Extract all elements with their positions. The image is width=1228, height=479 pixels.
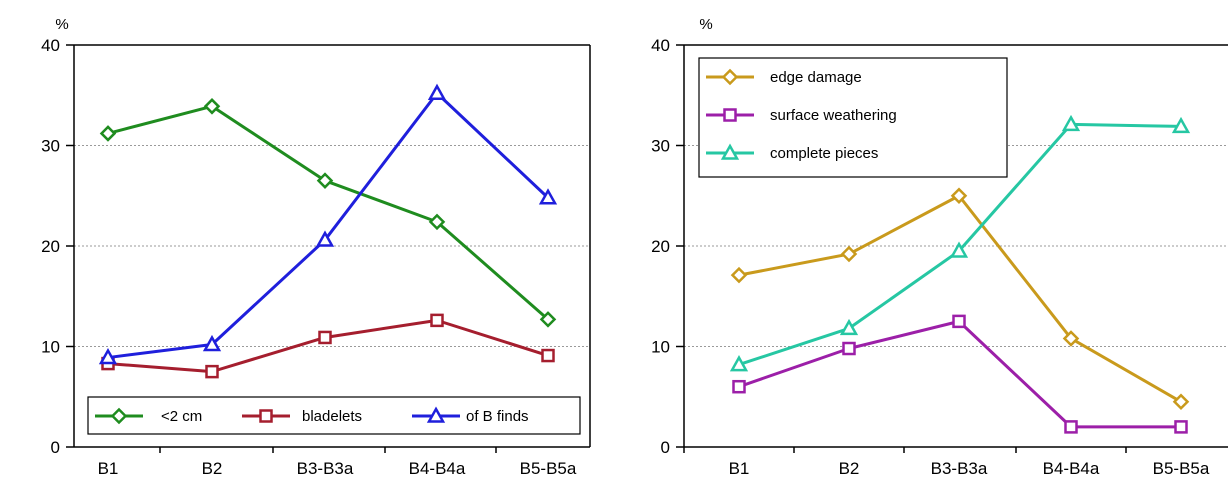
data-point <box>202 334 222 352</box>
legend-entry: surface weathering <box>706 107 897 124</box>
legend-marker <box>110 407 128 425</box>
y-tick-label: 0 <box>661 438 670 457</box>
data-point <box>952 314 966 329</box>
y-tick-label: 0 <box>51 438 60 457</box>
chart-2: 0 10 20 30 40 B1 B2 B3-B3a B4-B4a B5-B5a% edge dam… <box>651 16 1228 478</box>
y-tick-label: 40 <box>41 36 60 55</box>
data-point <box>732 379 746 394</box>
data-point <box>842 341 856 356</box>
y-tick-label: 30 <box>41 137 60 156</box>
data-point <box>729 355 749 372</box>
legend-label: edge damage <box>770 69 862 86</box>
x-tick-label: B4-B4a <box>1043 459 1100 478</box>
legend-entry: complete pieces <box>706 143 878 162</box>
data-point <box>541 348 555 363</box>
data-point <box>428 213 446 231</box>
legend-label: <2 cm <box>161 408 202 425</box>
y-tick-label: 40 <box>651 36 670 55</box>
y-tick-label: 20 <box>41 237 60 256</box>
series-2-cm <box>99 98 557 328</box>
series-line <box>107 91 550 360</box>
x-tick-label: B2 <box>202 459 223 478</box>
series-edge-damage <box>730 187 1190 411</box>
y-tick-label: 20 <box>651 237 670 256</box>
y-tick-label: 10 <box>41 338 60 357</box>
data-point <box>1172 393 1190 411</box>
legend-entry: bladelets <box>242 408 362 425</box>
series-line <box>738 194 1182 404</box>
data-point <box>205 364 219 379</box>
data-point <box>427 83 447 100</box>
legend-label: complete pieces <box>770 145 878 162</box>
series-complete-pieces <box>729 114 1191 372</box>
data-point <box>203 98 221 115</box>
legend-label: bladelets <box>302 408 362 425</box>
data-point <box>840 245 858 263</box>
series-bladelets <box>101 313 555 379</box>
series-line <box>107 104 549 321</box>
data-point <box>318 330 332 345</box>
legend-marker <box>259 409 273 423</box>
x-tick-label: B1 <box>729 459 750 478</box>
x-tick-label: B2 <box>839 459 860 478</box>
data-point <box>839 318 859 336</box>
data-point <box>538 188 558 205</box>
y-axis-label: % <box>699 16 712 33</box>
legend-entry: edge damage <box>706 68 862 86</box>
y-tick-label: 30 <box>651 137 670 156</box>
legend-marker <box>721 68 739 86</box>
legend-entry: of B finds <box>412 406 529 425</box>
legend-marker <box>426 406 446 423</box>
legend-marker <box>723 108 737 122</box>
data-point <box>1061 114 1081 132</box>
data-point <box>1064 420 1078 434</box>
x-tick-label: B4-B4a <box>409 459 466 478</box>
x-tick-label: B5-B5a <box>1153 459 1210 478</box>
data-point <box>949 241 969 258</box>
legend-label: surface weathering <box>770 107 897 124</box>
legend: <2 cm bladelets of B finds <box>87 396 581 435</box>
data-point <box>539 311 557 328</box>
series-line <box>107 318 549 374</box>
series-line <box>738 319 1181 429</box>
data-point <box>315 230 335 247</box>
data-point <box>1171 116 1191 134</box>
data-point <box>730 266 748 284</box>
series-surface-weathering <box>732 314 1188 434</box>
x-tick-label: B3-B3a <box>931 459 988 478</box>
legend: edge damage surface weathering complete pi… <box>698 57 1008 178</box>
legend-box <box>87 396 581 435</box>
x-tick-label: B3-B3a <box>297 459 354 478</box>
data-point <box>316 172 334 189</box>
series-of-b-finds <box>98 83 558 365</box>
legend-label: of B finds <box>466 408 529 425</box>
y-axis-label: % <box>55 16 68 33</box>
data-point <box>430 313 444 328</box>
data-point <box>99 125 117 142</box>
data-point <box>98 347 118 365</box>
chart-1: 0 10 20 30 40 B1 B2 B3-B3a B4-B4a B5-B5a% <2 cm bla… <box>41 16 591 478</box>
x-tick-label: B1 <box>98 459 119 478</box>
x-tick-label: B5-B5a <box>520 459 577 478</box>
y-tick-label: 10 <box>651 338 670 357</box>
data-point <box>1174 420 1188 434</box>
legend-marker <box>720 143 740 160</box>
data-point <box>950 187 968 205</box>
legend-entry: <2 cm <box>95 407 202 425</box>
data-point <box>1062 330 1080 347</box>
